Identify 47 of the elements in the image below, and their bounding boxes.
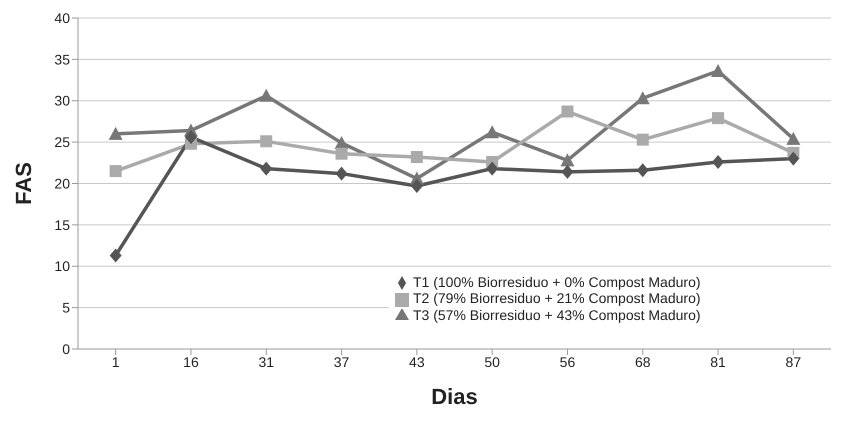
y-tick-label: 40	[54, 10, 70, 26]
y-tick-label: 5	[62, 300, 70, 316]
y-tick-label: 15	[54, 216, 70, 233]
point	[184, 130, 197, 144]
point	[110, 165, 122, 178]
y-tick-label: 30	[54, 92, 70, 109]
y-tick-label: 10	[54, 258, 70, 274]
x-tick-label: 50	[484, 354, 500, 370]
point	[561, 164, 574, 179]
x-tick-label: 43	[409, 354, 425, 370]
y-tick-label: 35	[54, 51, 70, 68]
x-tick-label: 87	[786, 354, 802, 370]
x-tick-label: 56	[560, 354, 576, 370]
y-axis-title: FAS	[10, 162, 36, 205]
point	[786, 132, 800, 145]
x-tick-label: 31	[258, 354, 274, 370]
point	[410, 151, 423, 164]
legend-label: T3 (57% Biorresiduo + 43% Compost Maduro)	[413, 306, 701, 323]
point	[561, 106, 574, 118]
point	[336, 166, 348, 181]
x-tick-label: 68	[634, 354, 651, 370]
x-tick-label: 16	[183, 354, 199, 370]
x-tick-label: 1	[112, 354, 120, 370]
legend-label: T1 (100% Biorresiduo + 0% Compost Maduro)	[413, 274, 701, 290]
point	[711, 64, 726, 77]
point	[259, 88, 274, 102]
point	[636, 163, 649, 178]
point	[110, 248, 122, 262]
y-tick-label: 25	[54, 134, 70, 150]
point	[485, 125, 500, 138]
point	[712, 112, 724, 124]
x-tick-label: 81	[710, 354, 726, 370]
point	[108, 126, 123, 140]
point	[260, 135, 272, 148]
point	[636, 134, 649, 146]
point	[560, 153, 574, 166]
point	[712, 154, 724, 169]
point	[260, 162, 272, 176]
point	[787, 152, 800, 166]
x-tick-label: 37	[334, 354, 350, 370]
x-axis-title: Dias	[431, 384, 478, 409]
point	[486, 162, 498, 176]
legend-label: T2 (79% Biorresiduo + 21% Compost Maduro)	[413, 290, 701, 306]
y-tick-label: 0	[62, 340, 70, 357]
point	[336, 148, 348, 160]
point	[410, 178, 423, 193]
y-tick-label: 20	[54, 175, 70, 192]
